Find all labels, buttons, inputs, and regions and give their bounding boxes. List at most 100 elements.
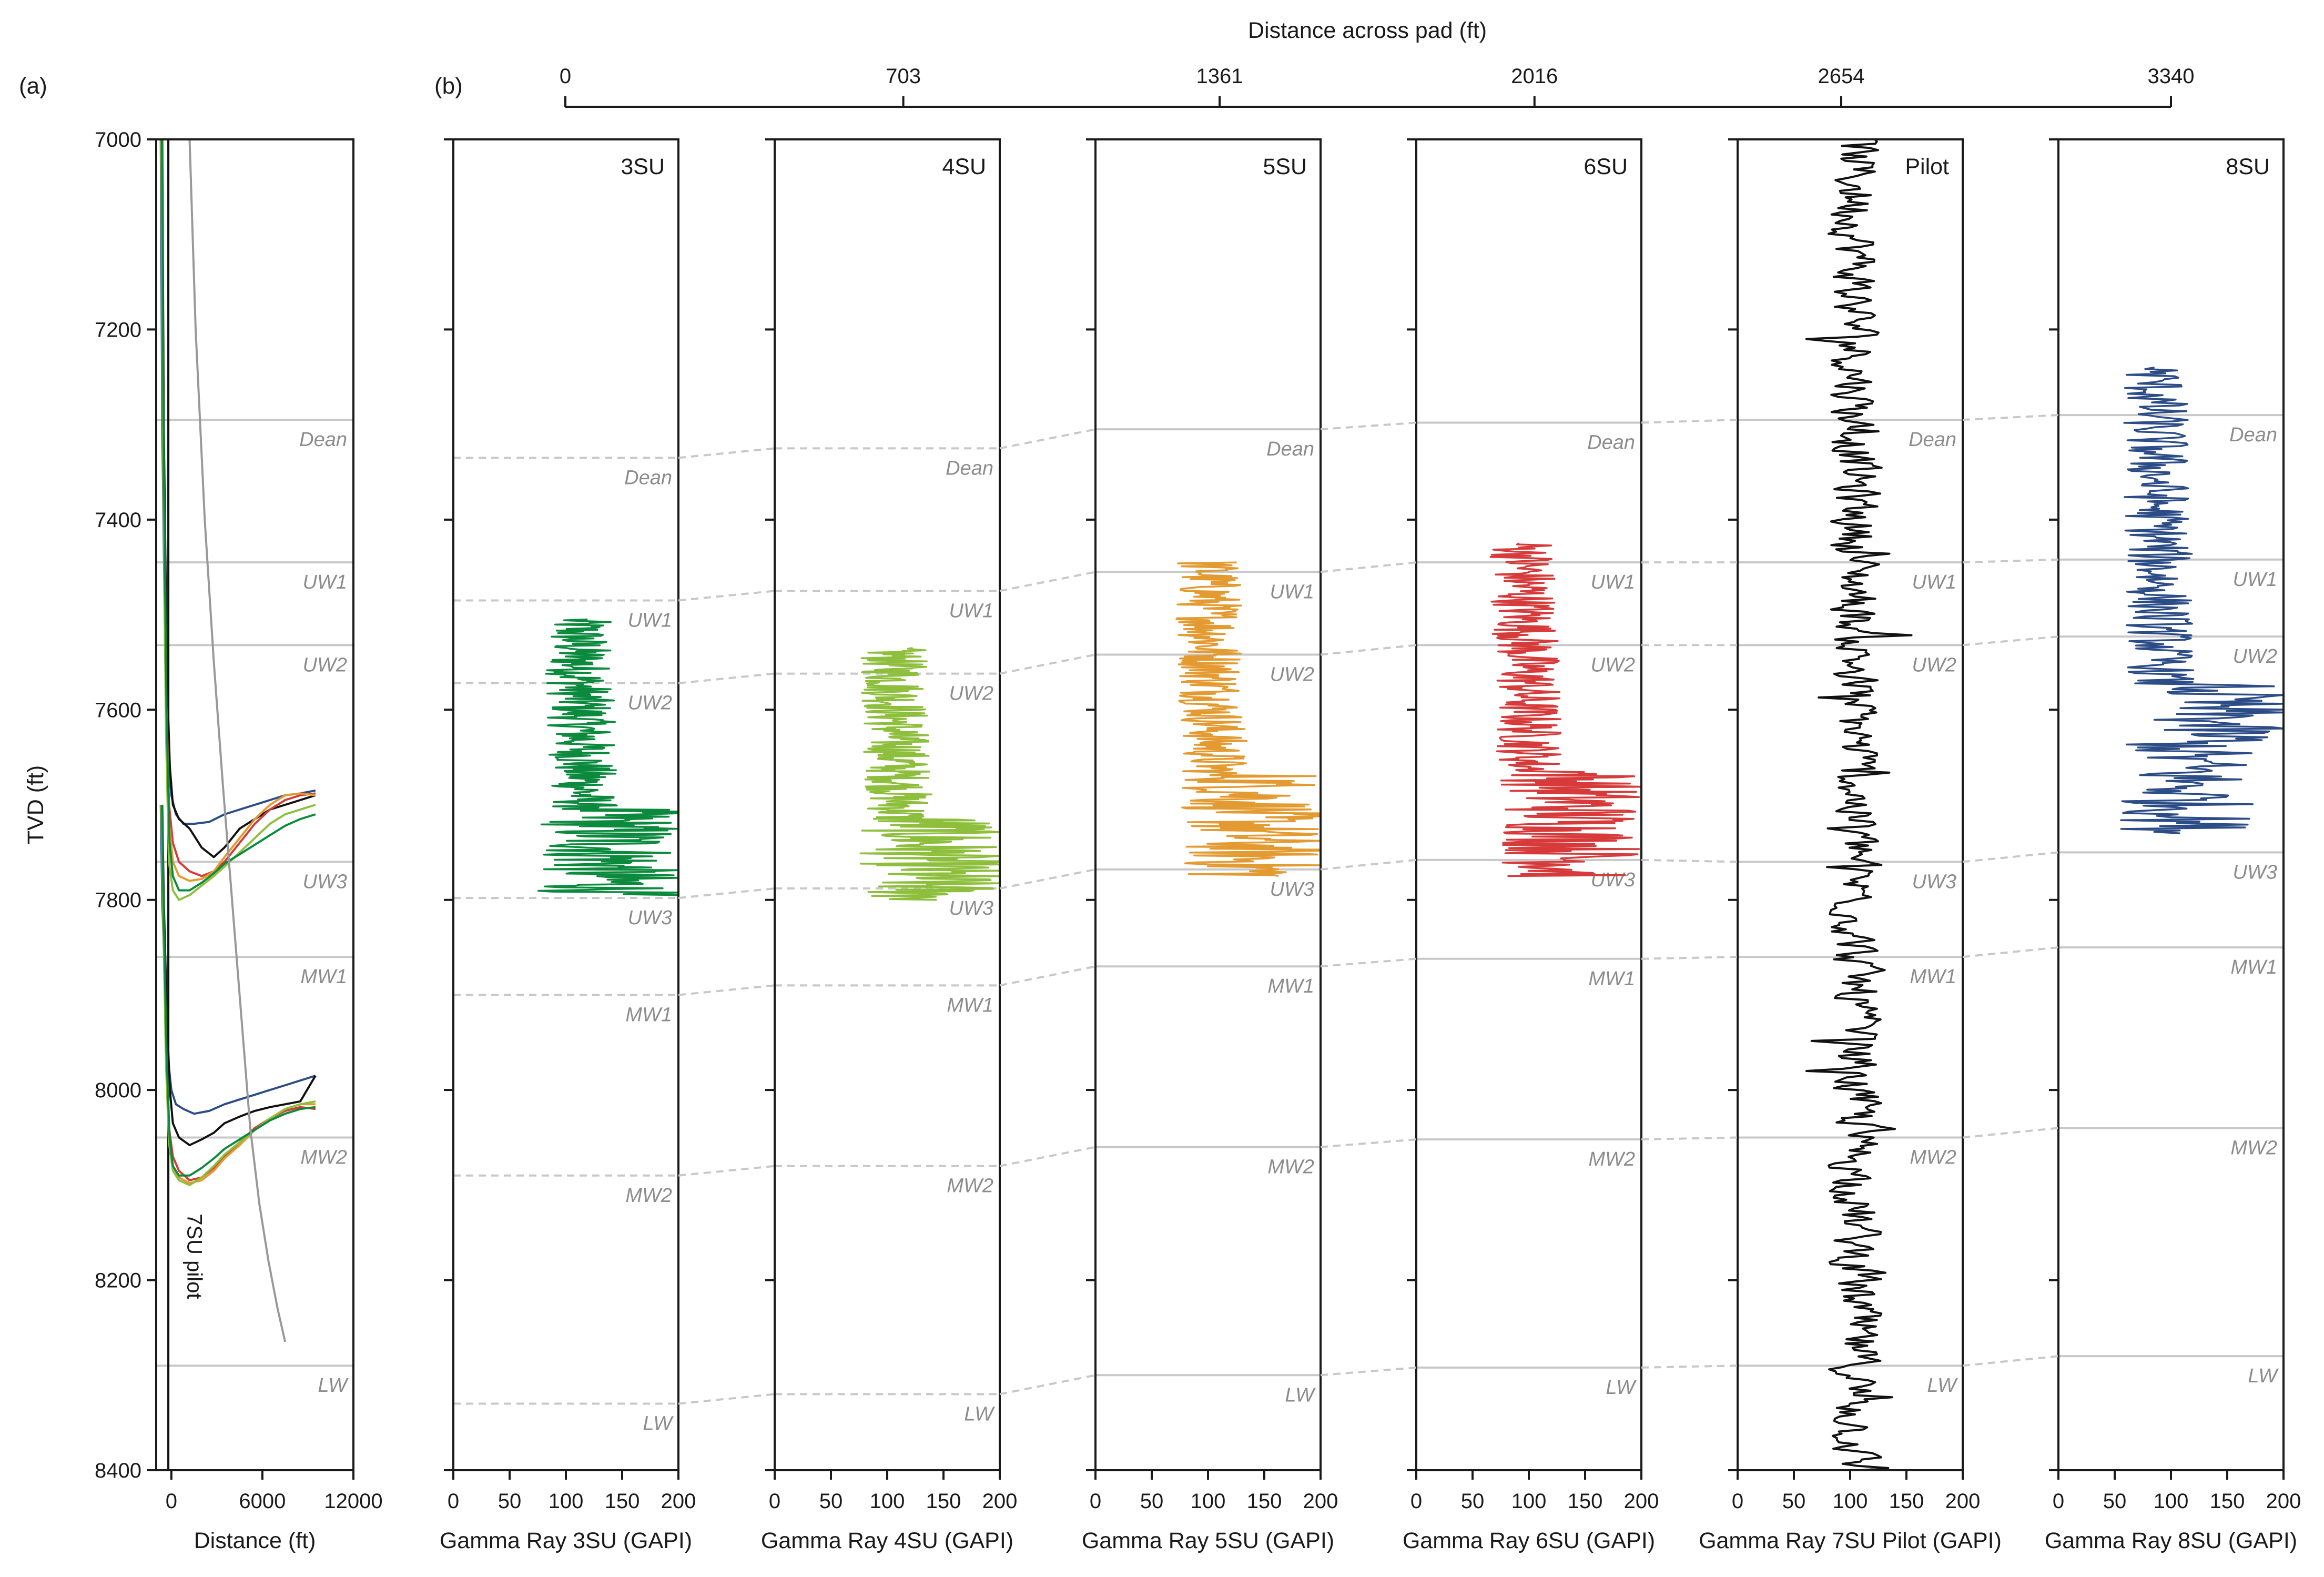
formation-label-mw2: MW2 xyxy=(1910,1147,1956,1169)
formation-label-mw2: MW2 xyxy=(1588,1148,1635,1170)
formation-label-uw1: UW1 xyxy=(1270,581,1314,603)
x-tick-label: 150 xyxy=(1889,1490,1924,1513)
x-tick-label: 0 xyxy=(166,1490,177,1513)
panel-label-b: (b) xyxy=(434,73,463,99)
formation-label-dean: Dean xyxy=(624,467,672,489)
formation-label-uw3: UW3 xyxy=(2233,861,2277,883)
top-axis-tick-label: 3340 xyxy=(2148,65,2195,88)
trajectory-line-12 xyxy=(188,139,287,1342)
x-tick-label: 150 xyxy=(926,1490,961,1513)
trajectory-line-5 xyxy=(161,139,316,892)
x-tick-label: 200 xyxy=(661,1490,696,1513)
correlation-line-uw1 xyxy=(1962,558,2059,564)
track-8su: Dean UW1 UW2 UW3 MW1 MW2 LW 8SU 0 50 100 150 200 Gamm… xyxy=(2045,138,2301,1553)
correlation-line-lw xyxy=(1962,1355,2059,1367)
formation-label-mw2: MW2 xyxy=(625,1185,672,1207)
formation-label-mw1: MW1 xyxy=(300,966,347,988)
track-frame xyxy=(1737,138,1964,1471)
gamma-ray-curve xyxy=(1489,542,1642,877)
correlation-line-uw3 xyxy=(999,868,1096,889)
x-tick-label: 50 xyxy=(1782,1490,1806,1513)
correlation-line-mw2 xyxy=(1962,1127,2059,1139)
x-axis-title: Gamma Ray 8SU (GAPI) xyxy=(2045,1528,2297,1553)
y-tick-label: 7600 xyxy=(95,699,141,722)
formation-label-mw1: MW1 xyxy=(625,1004,672,1026)
formation-label-uw2: UW2 xyxy=(949,683,993,705)
formation-label-mw2: MW2 xyxy=(947,1175,993,1197)
track-frame xyxy=(452,138,679,1471)
x-tick-label: 0 xyxy=(1410,1490,1422,1513)
x-tick-label: 100 xyxy=(549,1490,584,1513)
correlation-line-mw2 xyxy=(678,1165,775,1177)
formation-label-dean: Dean xyxy=(1266,438,1314,460)
formation-label-uw3: UW3 xyxy=(303,871,347,893)
well-name-label: 4SU xyxy=(942,154,986,179)
formation-label-dean: Dean xyxy=(2229,424,2277,446)
top-axis-tick-label: 1361 xyxy=(1196,65,1243,88)
x-tick-label: 200 xyxy=(1624,1490,1659,1513)
panel-a-frame xyxy=(155,138,354,1471)
x-tick-label: 50 xyxy=(498,1490,522,1513)
x-tick-label: 0 xyxy=(448,1490,459,1513)
y-tick-label: 8400 xyxy=(95,1459,141,1482)
formation-label-mw2: MW2 xyxy=(1267,1156,1314,1178)
x-tick-label: 100 xyxy=(870,1490,905,1513)
correlation-line-mw1 xyxy=(1641,956,1738,960)
well-name-label: 5SU xyxy=(1263,154,1307,179)
correlation-line-mw1 xyxy=(678,984,775,996)
track-4su: Dean UW1 UW2 UW3 MW1 MW2 LW 4SU 0 50 100 150 200 Gamm… xyxy=(761,138,1018,1553)
gamma-ray-curve xyxy=(859,647,1001,901)
formation-label-lw: LW xyxy=(2248,1365,2279,1387)
formation-label-dean: Dean xyxy=(1909,429,1956,451)
formation-label-uw2: UW2 xyxy=(1912,654,1956,676)
formation-label-lw: LW xyxy=(643,1413,674,1435)
top-axis-tick-label: 2654 xyxy=(1818,65,1864,88)
x-tick-label: 0 xyxy=(1090,1490,1101,1513)
formation-label-mw1: MW1 xyxy=(2230,956,2277,978)
x-axis-title: Distance (ft) xyxy=(194,1528,316,1553)
gamma-ray-curve xyxy=(2120,366,2285,834)
x-axis-title: Gamma Ray 5SU (GAPI) xyxy=(1082,1528,1334,1553)
x-tick-label: 200 xyxy=(982,1490,1018,1513)
formation-label-uw1: UW1 xyxy=(1591,571,1635,593)
correlation-line-mw2 xyxy=(999,1146,1096,1167)
trajectory-line-2 xyxy=(160,139,316,877)
trajectory-line-0 xyxy=(159,139,316,825)
x-tick-label: 150 xyxy=(1568,1490,1603,1513)
x-tick-label: 0 xyxy=(2053,1490,2064,1513)
correlation-line-uw3 xyxy=(678,887,775,899)
x-tick-label: 50 xyxy=(819,1490,843,1513)
x-tick-label: 50 xyxy=(2103,1490,2127,1513)
x-axis-title: Gamma Ray 6SU (GAPI) xyxy=(1403,1528,1655,1553)
correlation-line-uw2 xyxy=(1962,635,2059,646)
formation-label-uw1: UW1 xyxy=(1912,571,1956,593)
panel-a-well-trajectories: Dean UW1 UW2 UW3 MW1 MW2 LW 7000 7200 7400 7600 780… xyxy=(23,128,383,1553)
correlation-line-uw2 xyxy=(678,672,775,684)
track-3su: Dean UW1 UW2 UW3 MW1 MW2 LW 3SU 0 50 100 150 200 Gamm… xyxy=(440,138,696,1553)
correlation-line-mw1 xyxy=(1962,946,2059,958)
y-tick-label: 7200 xyxy=(95,318,141,341)
correlation-line-mw1 xyxy=(1320,957,1417,968)
formation-label-lw: LW xyxy=(1606,1377,1637,1399)
formation-label-lw: LW xyxy=(318,1374,349,1397)
correlation-line-lw xyxy=(1641,1364,1738,1369)
x-tick-label: 200 xyxy=(2266,1490,2301,1513)
x-tick-label: 0 xyxy=(1732,1490,1743,1513)
x-tick-label: 200 xyxy=(1303,1490,1338,1513)
formation-label-lw: LW xyxy=(1927,1374,1958,1397)
formation-label-uw3: UW3 xyxy=(1591,869,1635,891)
formation-label-uw1: UW1 xyxy=(628,609,672,631)
correlation-line-uw3 xyxy=(1962,851,2059,863)
formation-label-uw3: UW3 xyxy=(1270,878,1314,901)
y-tick-label: 7400 xyxy=(95,509,141,532)
formation-label-uw1: UW1 xyxy=(2233,569,2277,591)
gamma-ray-curve xyxy=(1175,561,1322,877)
y-axis-title: TVD (ft) xyxy=(23,765,48,844)
track-pilot: Dean UW1 UW2 UW3 MW1 MW2 LW Pilot 0 50 100 150 200 Ga… xyxy=(1699,138,2002,1553)
correlation-line-uw3 xyxy=(1320,858,1417,871)
formation-label-uw2: UW2 xyxy=(2233,645,2277,668)
formation-label-mw2: MW2 xyxy=(2230,1137,2277,1159)
formation-label-uw2: UW2 xyxy=(1591,654,1635,676)
formation-label-uw2: UW2 xyxy=(1270,663,1314,685)
formation-label-mw1: MW1 xyxy=(1588,968,1635,990)
